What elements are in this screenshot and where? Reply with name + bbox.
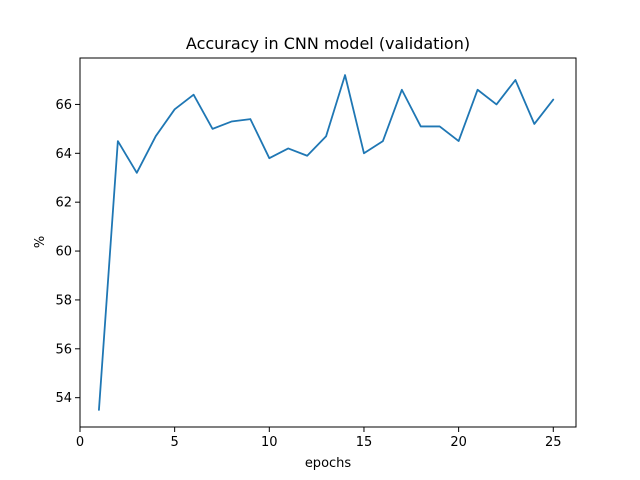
x-axis-label: epochs bbox=[305, 456, 352, 471]
x-tick-label: 25 bbox=[545, 435, 562, 450]
x-tick-label: 20 bbox=[450, 435, 467, 450]
axes-frame bbox=[79, 57, 577, 428]
y-tick-label: 62 bbox=[55, 196, 72, 211]
y-axis: 54 56 58 60 62 64 66 bbox=[55, 98, 80, 406]
y-tick-label: 64 bbox=[55, 147, 72, 162]
y-tick-label: 56 bbox=[55, 342, 72, 357]
plot-area bbox=[98, 74, 555, 411]
y-axis-label: % bbox=[33, 236, 48, 248]
y-tick-label: 54 bbox=[55, 391, 72, 406]
x-tick-label: 15 bbox=[356, 435, 373, 450]
x-tick-label: 10 bbox=[261, 435, 278, 450]
y-tick-label: 66 bbox=[55, 98, 72, 113]
y-tick-label: 60 bbox=[55, 245, 72, 260]
x-tick-label: 5 bbox=[171, 435, 179, 450]
x-tick-label: 0 bbox=[76, 435, 84, 450]
x-axis: 0 5 10 15 20 25 bbox=[76, 427, 562, 450]
chart-title: Accuracy in CNN model (validation) bbox=[186, 34, 470, 53]
y-tick-label: 58 bbox=[55, 293, 72, 308]
